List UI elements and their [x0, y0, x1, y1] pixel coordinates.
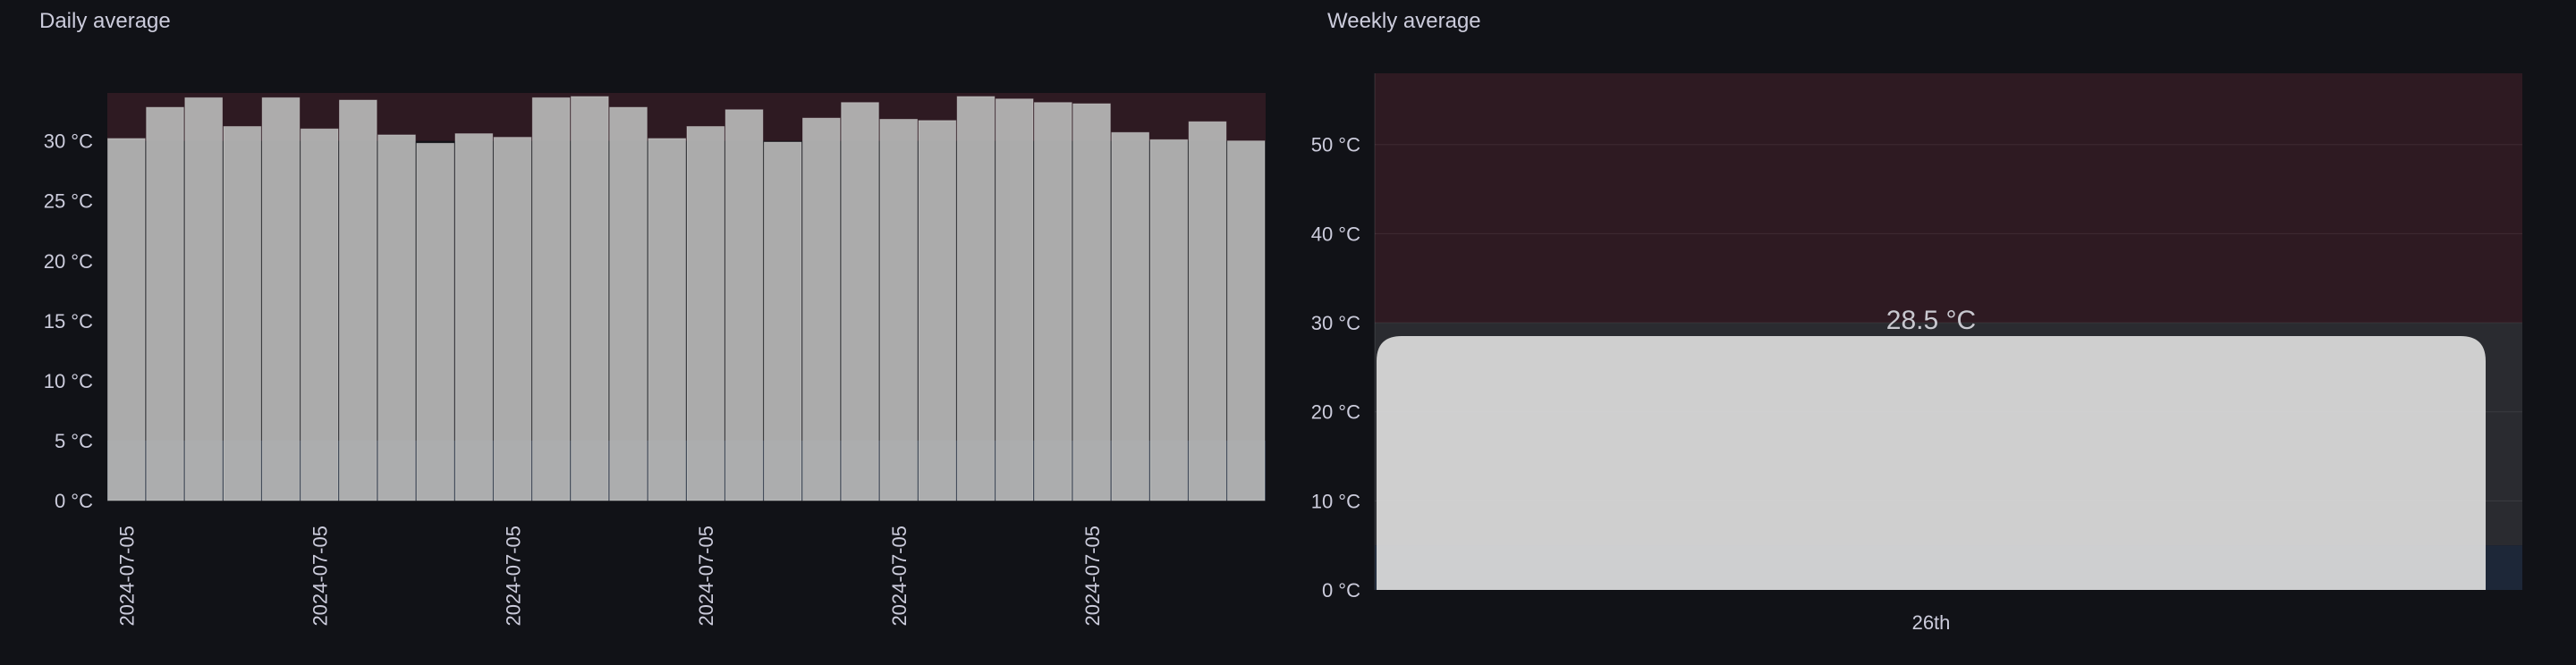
- bar: [224, 127, 261, 501]
- bar: [185, 97, 223, 501]
- bar: [880, 120, 918, 501]
- bar-value-label: 28.5 °C: [1886, 306, 1976, 335]
- weekly-average-chart: 0 °C 10 °C 20 °C 30 °C 40 °C 50 °C 28.5 °C 26th: [1288, 0, 2576, 665]
- y-tick-label: 15 °C: [44, 310, 93, 332]
- y-tick-label: 10 °C: [1311, 490, 1360, 512]
- bar: [378, 135, 416, 501]
- bar: [1035, 103, 1072, 501]
- bar: [1227, 141, 1265, 501]
- y-tick-label: 25 °C: [44, 190, 93, 213]
- x-tick-label: 2024-07-05: [888, 526, 911, 627]
- bar: [610, 107, 648, 501]
- bar: [1377, 336, 2486, 590]
- x-tick-label: 2024-07-05: [116, 526, 139, 627]
- bar: [957, 97, 995, 501]
- bar: [108, 139, 146, 501]
- y-tick-label: 0 °C: [55, 490, 93, 512]
- bar: [301, 129, 338, 501]
- y-tick-label: 20 °C: [44, 250, 93, 273]
- bar: [764, 142, 801, 501]
- y-tick-label: 5 °C: [55, 430, 93, 452]
- y-tick-label: 0 °C: [1322, 579, 1360, 602]
- y-tick-label: 30 °C: [1311, 312, 1360, 334]
- bar: [842, 103, 879, 501]
- y-tick-label: 40 °C: [1311, 223, 1360, 245]
- bar: [147, 107, 184, 501]
- y-tick-label: 20 °C: [1311, 401, 1360, 424]
- bar: [687, 127, 724, 501]
- y-tick-label: 50 °C: [1311, 134, 1360, 156]
- threshold-band-hot: [1375, 73, 2522, 323]
- bar: [1150, 139, 1188, 501]
- bar: [340, 100, 377, 501]
- bar: [996, 99, 1033, 501]
- weekly-average-panel: Weekly average 0 °C 10 °C 20 °C 30 °C 40 °C 5…: [1288, 0, 2576, 665]
- bar: [1073, 104, 1111, 501]
- bar: [1112, 132, 1149, 501]
- y-tick-label: 10 °C: [44, 370, 93, 392]
- daily-average-panel: Daily average 0 °C 5 °C 10 °C 15 °C 20 °C 25 …: [0, 0, 1288, 665]
- bar: [455, 134, 493, 501]
- x-tick-label: 2024-07-05: [695, 526, 717, 627]
- bar: [1189, 122, 1226, 501]
- bar: [262, 97, 300, 501]
- x-tick-label: 26th: [1912, 611, 1951, 634]
- daily-average-chart: 0 °C 5 °C 10 °C 15 °C 20 °C 25 °C 30 °C 2024-07…: [0, 0, 1288, 665]
- x-tick-label: 2024-07-05: [502, 526, 524, 627]
- x-tick-label: 2024-07-05: [1081, 526, 1104, 627]
- bar: [494, 138, 531, 501]
- y-tick-label: 30 °C: [44, 130, 93, 153]
- bar: [532, 97, 570, 501]
- bar: [803, 118, 841, 501]
- bar: [417, 143, 454, 501]
- bar: [725, 110, 763, 501]
- bar: [919, 121, 956, 501]
- bar: [572, 97, 609, 501]
- bar: [648, 139, 686, 501]
- x-tick-label: 2024-07-05: [309, 526, 331, 627]
